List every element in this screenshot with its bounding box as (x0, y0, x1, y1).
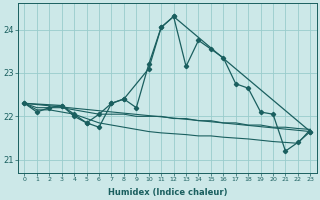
X-axis label: Humidex (Indice chaleur): Humidex (Indice chaleur) (108, 188, 227, 197)
